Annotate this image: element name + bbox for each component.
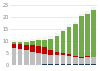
Bar — [18, 64, 22, 65]
Bar — [36, 46, 41, 53]
Bar — [55, 55, 59, 64]
Bar — [18, 49, 22, 64]
Bar — [12, 44, 16, 48]
Bar — [18, 40, 22, 42]
Bar — [30, 64, 35, 65]
Bar — [24, 40, 29, 42]
Bar — [85, 14, 90, 56]
Bar — [36, 40, 41, 46]
Bar — [48, 50, 53, 55]
Bar — [61, 53, 65, 55]
Bar — [85, 11, 90, 14]
Bar — [48, 55, 53, 64]
Bar — [91, 64, 96, 65]
Bar — [67, 24, 71, 27]
Bar — [30, 45, 35, 52]
Bar — [48, 64, 53, 65]
Bar — [91, 10, 96, 57]
Bar — [24, 64, 29, 65]
Bar — [73, 57, 78, 64]
Bar — [12, 48, 16, 64]
Bar — [36, 64, 41, 65]
Bar — [79, 57, 84, 58]
Bar — [73, 24, 78, 56]
Bar — [12, 42, 16, 44]
Bar — [30, 41, 35, 45]
Bar — [67, 64, 71, 65]
Bar — [67, 54, 71, 56]
Bar — [73, 64, 78, 65]
Bar — [48, 36, 53, 39]
Bar — [85, 56, 90, 57]
Bar — [73, 22, 78, 24]
Bar — [48, 39, 53, 50]
Bar — [42, 54, 47, 64]
Bar — [79, 16, 84, 57]
Bar — [61, 64, 65, 65]
Bar — [85, 64, 90, 65]
Bar — [79, 58, 84, 64]
Bar — [30, 39, 35, 41]
Bar — [67, 27, 71, 54]
Bar — [61, 29, 65, 31]
Bar — [61, 31, 65, 53]
Bar — [12, 64, 16, 65]
Bar — [18, 42, 22, 44]
Bar — [79, 64, 84, 65]
Bar — [12, 40, 16, 42]
Bar — [24, 45, 29, 50]
Bar — [24, 42, 29, 45]
Bar — [42, 47, 47, 54]
Bar — [42, 37, 47, 40]
Bar — [30, 52, 35, 64]
Bar — [67, 56, 71, 64]
Bar — [73, 56, 78, 57]
Bar — [55, 52, 59, 55]
Bar — [24, 50, 29, 64]
Bar — [36, 38, 41, 40]
Bar — [36, 53, 41, 64]
Bar — [55, 36, 59, 52]
Bar — [55, 33, 59, 36]
Bar — [85, 57, 90, 64]
Bar — [61, 55, 65, 64]
Bar — [79, 14, 84, 16]
Bar — [18, 44, 22, 49]
Bar — [91, 57, 96, 64]
Bar — [91, 7, 96, 10]
Bar — [42, 40, 47, 47]
Bar — [42, 64, 47, 65]
Bar — [55, 64, 59, 65]
